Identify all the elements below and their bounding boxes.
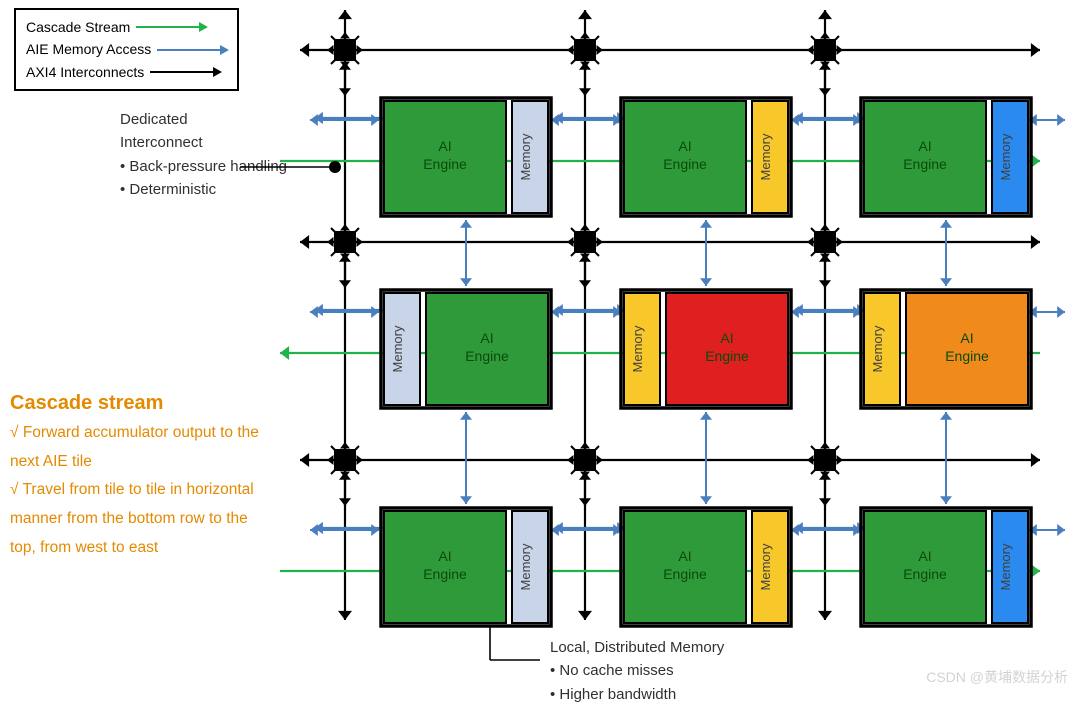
diagram-svg: AI Engine Memory AI Engine Memory AI Engine Memo… [0, 0, 1080, 697]
svg-text:Memory: Memory [758, 133, 773, 180]
svg-text:Engine: Engine [705, 348, 749, 364]
svg-text:AI: AI [678, 548, 691, 564]
svg-text:Memory: Memory [998, 133, 1013, 180]
svg-text:Memory: Memory [630, 325, 645, 372]
svg-text:AI: AI [678, 138, 691, 154]
svg-text:Engine: Engine [423, 566, 467, 582]
svg-text:AI: AI [480, 330, 493, 346]
svg-text:AI: AI [720, 330, 733, 346]
svg-text:Memory: Memory [390, 325, 405, 372]
svg-text:Engine: Engine [903, 566, 947, 582]
svg-text:Memory: Memory [518, 543, 533, 590]
svg-text:AI: AI [438, 138, 451, 154]
svg-text:AI: AI [438, 548, 451, 564]
svg-text:Memory: Memory [758, 543, 773, 590]
svg-text:Engine: Engine [465, 348, 509, 364]
svg-text:Memory: Memory [870, 325, 885, 372]
svg-text:Memory: Memory [998, 543, 1013, 590]
svg-text:Engine: Engine [945, 348, 989, 364]
svg-text:Engine: Engine [903, 156, 947, 172]
svg-text:AI: AI [918, 138, 931, 154]
svg-text:AI: AI [960, 330, 973, 346]
svg-text:Memory: Memory [518, 133, 533, 180]
svg-text:Engine: Engine [663, 566, 707, 582]
svg-text:Engine: Engine [663, 156, 707, 172]
svg-text:AI: AI [918, 548, 931, 564]
svg-text:Engine: Engine [423, 156, 467, 172]
